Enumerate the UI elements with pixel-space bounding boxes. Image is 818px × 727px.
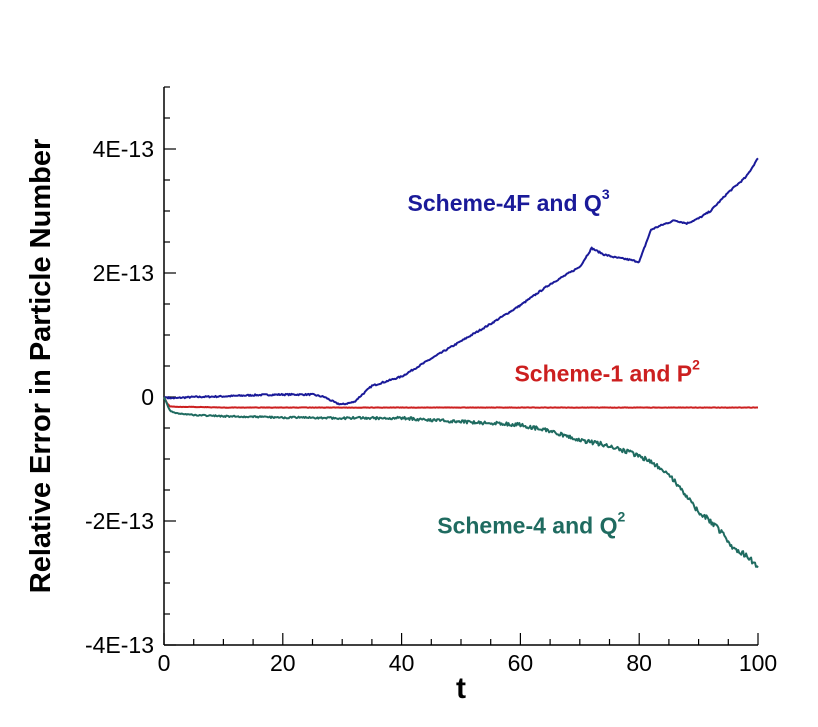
y-tick-label: 4E-13: [93, 136, 154, 162]
series-scheme-4f-line: [163, 157, 759, 406]
x-tick-label: 20: [270, 650, 296, 676]
x-tick-label: 0: [158, 650, 171, 676]
x-axis-title: t: [456, 672, 466, 705]
series-scheme-4-line: [163, 396, 759, 569]
x-tick-label: 60: [508, 650, 534, 676]
y-tick-label: -2E-13: [85, 508, 154, 534]
series-layer: [163, 157, 759, 569]
x-tick-label: 80: [626, 650, 652, 676]
x-ticks: 0 20 40 60 80 100: [158, 633, 777, 676]
annotation-scheme-1: Scheme-1 and P2: [514, 357, 700, 387]
y-tick-label: 0: [141, 384, 154, 410]
x-tick-label: 40: [389, 650, 415, 676]
y-tick-label: -4E-13: [85, 632, 154, 658]
y-tick-label: 2E-13: [93, 260, 154, 286]
series-scheme-1-line: [163, 396, 758, 409]
x-tick-label: 100: [739, 650, 777, 676]
annotation-layer: Scheme-4F and Q3 Scheme-1 and P2 Scheme-4 …: [408, 186, 701, 538]
annotation-scheme-4f: Scheme-4F and Q3: [408, 186, 610, 216]
y-axis-title: Relative Error in Particle Number: [25, 139, 57, 594]
annotation-scheme-4: Scheme-4 and Q2: [437, 508, 625, 538]
y-ticks: -4E-13 -2E-13 0 2E-13 4E-13: [85, 86, 176, 658]
